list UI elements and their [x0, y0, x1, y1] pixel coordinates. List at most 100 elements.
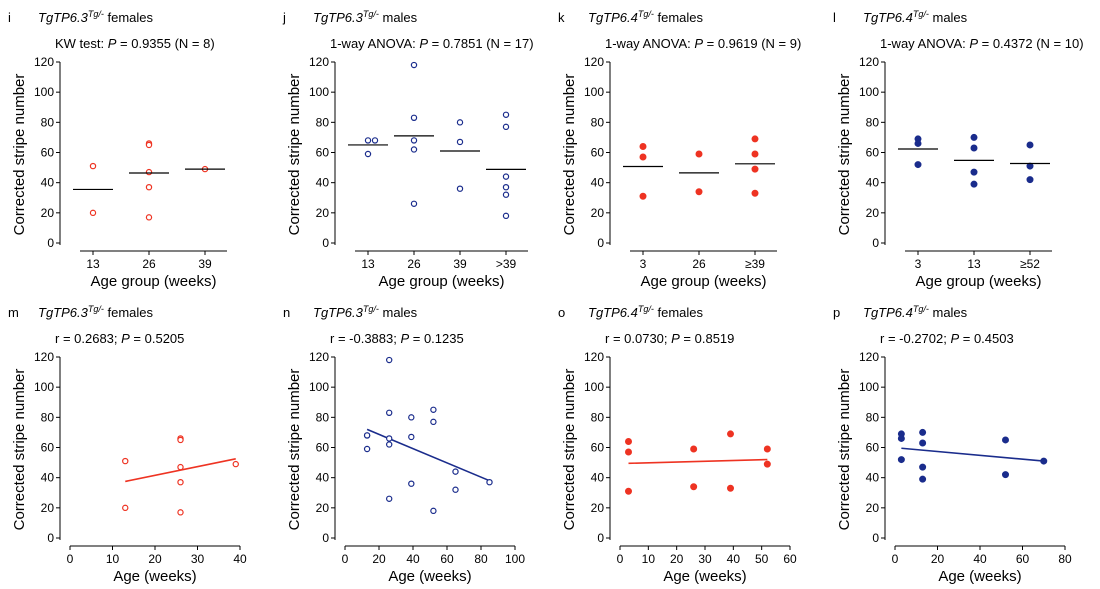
- x-tick-label: 20: [148, 552, 162, 566]
- panel-label: n: [283, 305, 290, 320]
- y-tick-label: 120: [309, 55, 329, 69]
- y-tick-label: 60: [866, 146, 880, 160]
- x-tick-label: 10: [642, 552, 656, 566]
- x-tick-label: ≥39: [745, 257, 765, 271]
- y-tick-label: 0: [47, 531, 54, 545]
- x-tick-label: 26: [692, 257, 706, 271]
- data-point: [751, 150, 759, 158]
- y-tick-label: 40: [591, 471, 605, 485]
- y-axis-label: Corrected stripe number: [836, 74, 853, 236]
- panel-title: TgTP6.4Tg/- males: [863, 9, 968, 25]
- panel-title: TgTP6.3Tg/- females: [38, 9, 154, 25]
- y-tick-label: 120: [859, 350, 879, 364]
- x-tick-label: 80: [1058, 552, 1072, 566]
- panel-i: i TgTP6.3Tg/- females KW test: P = 0.9355 …: [8, 9, 227, 290]
- data-point: [763, 445, 771, 453]
- data-point: [410, 200, 418, 207]
- data-point: [363, 432, 371, 439]
- y-tick-label: 0: [47, 236, 54, 250]
- x-tick-label: 0: [342, 552, 349, 566]
- data-point: [177, 509, 184, 516]
- panel-label: p: [833, 305, 840, 320]
- panel-label: l: [833, 10, 836, 25]
- data-point: [145, 168, 153, 176]
- x-tick-label: 13: [86, 257, 100, 271]
- data-point: [919, 428, 927, 436]
- regression-line: [366, 428, 490, 482]
- regression-line: [628, 458, 768, 465]
- data-point: [232, 460, 239, 468]
- data-point: [751, 165, 759, 173]
- y-tick-label: 20: [591, 206, 605, 220]
- data-point: [1002, 436, 1009, 444]
- x-tick-label: 39: [198, 257, 212, 271]
- data-point: [410, 137, 418, 144]
- y-tick-label: 120: [584, 55, 604, 69]
- y-tick-label: 80: [866, 410, 880, 424]
- x-tick-label: 30: [191, 552, 205, 566]
- y-tick-label: 100: [584, 85, 604, 99]
- y-tick-label: 100: [309, 380, 329, 394]
- data-point: [502, 111, 510, 118]
- data-point: [177, 463, 184, 471]
- y-tick-label: 80: [41, 115, 55, 129]
- x-axis-label: Age group (weeks): [379, 273, 505, 290]
- y-axis-label: Corrected stripe number: [11, 369, 28, 531]
- data-point: [452, 468, 459, 475]
- data-point: [639, 192, 647, 200]
- panel-n: n TgTP6.3Tg/- males r = -0.3883; P = 0.123…: [283, 304, 525, 585]
- y-tick-label: 120: [34, 55, 54, 69]
- x-tick-label: 60: [440, 552, 454, 566]
- data-point: [145, 214, 153, 221]
- data-point: [695, 188, 703, 196]
- data-point: [502, 212, 510, 220]
- data-point: [970, 168, 978, 176]
- data-point: [751, 189, 759, 197]
- data-point: [919, 463, 927, 471]
- data-point: [914, 161, 922, 169]
- data-point: [502, 183, 510, 191]
- y-tick-label: 40: [316, 176, 330, 190]
- y-tick-label: 100: [309, 85, 329, 99]
- x-tick-label: 30: [698, 552, 712, 566]
- y-tick-label: 20: [41, 206, 55, 220]
- panel-label: j: [282, 10, 286, 25]
- y-axis-label: Corrected stripe number: [286, 74, 303, 236]
- data-point: [919, 475, 927, 483]
- data-point: [410, 146, 418, 153]
- x-tick-label: 40: [973, 552, 987, 566]
- panel-m: m TgTP6.3Tg/- females r = 0.2683; P = 0.52…: [8, 304, 247, 585]
- y-tick-label: 60: [41, 146, 55, 160]
- y-tick-label: 60: [41, 441, 55, 455]
- data-point: [727, 484, 734, 492]
- data-point: [430, 406, 437, 413]
- y-tick-label: 120: [309, 350, 329, 364]
- data-point: [1002, 471, 1009, 479]
- y-tick-label: 100: [34, 380, 54, 394]
- y-axis-label: Corrected stripe number: [561, 74, 578, 236]
- panel-p: p TgTP6.4Tg/- males r = -0.2702; P = 0.450…: [833, 304, 1072, 585]
- panel-l: l TgTP6.4Tg/- males 1-way ANOVA: P = 0.437…: [833, 9, 1084, 290]
- x-tick-label: 80: [474, 552, 488, 566]
- y-tick-label: 20: [591, 501, 605, 515]
- stat-annotation: r = -0.3883; P = 0.1235: [330, 331, 464, 346]
- x-tick-label: 0: [67, 552, 74, 566]
- y-tick-label: 0: [597, 236, 604, 250]
- panel-j: j TgTP6.3Tg/- males 1-way ANOVA: P = 0.785…: [282, 9, 534, 290]
- y-tick-label: 120: [584, 350, 604, 364]
- data-point: [502, 191, 510, 198]
- data-point: [452, 486, 459, 493]
- data-point: [177, 478, 184, 486]
- data-point: [970, 144, 978, 152]
- panel-title: TgTP6.4Tg/- females: [588, 9, 704, 25]
- data-point: [1040, 457, 1048, 465]
- x-tick-label: 40: [233, 552, 247, 566]
- stat-annotation: r = -0.2702; P = 0.4503: [880, 331, 1014, 346]
- x-tick-label: 0: [892, 552, 899, 566]
- y-tick-label: 80: [866, 115, 880, 129]
- data-point: [625, 487, 632, 495]
- y-tick-label: 60: [316, 146, 330, 160]
- data-point: [690, 445, 698, 453]
- y-tick-label: 60: [591, 146, 605, 160]
- x-tick-label: 10: [106, 552, 120, 566]
